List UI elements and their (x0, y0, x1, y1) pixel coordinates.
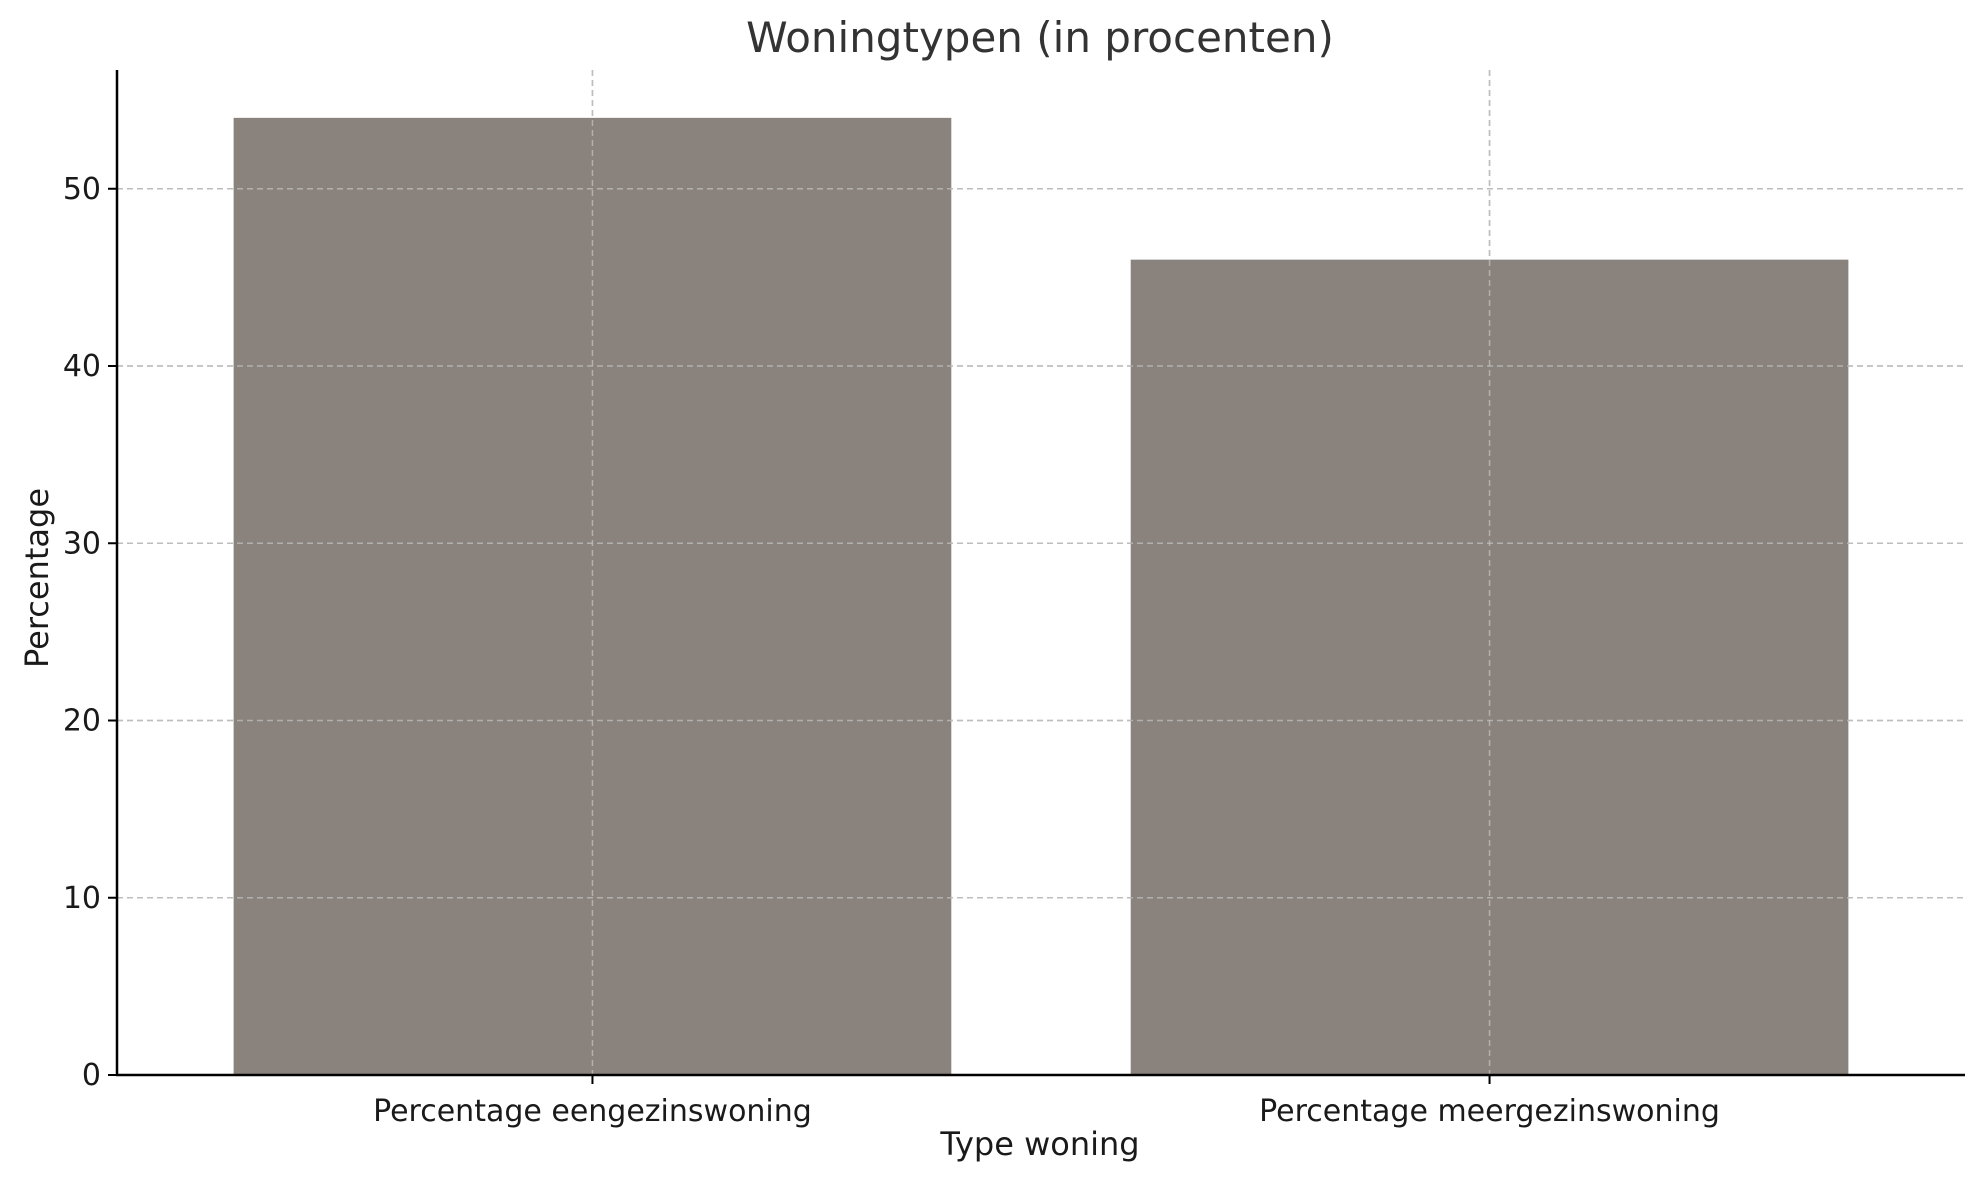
y-tick-label-40: 40 (63, 349, 101, 384)
y-tick-label-20: 20 (63, 704, 101, 739)
y-tick-label-10: 10 (63, 881, 101, 916)
chart-title: Woningtypen (in procenten) (746, 13, 1334, 62)
y-tick-label-0: 0 (82, 1058, 101, 1093)
x-ticks: Percentage eengezinswoning Percentage mee… (373, 1075, 1720, 1129)
axes (115, 70, 1965, 1077)
y-ticks: 0 10 20 30 40 50 (63, 172, 117, 1093)
y-tick-label-50: 50 (63, 172, 101, 207)
y-tick-label-30: 30 (63, 526, 101, 561)
x-tick-label-0: Percentage eengezinswoning (373, 1094, 812, 1129)
x-tick-label-1: Percentage meergezinswoning (1259, 1094, 1720, 1129)
x-axis-label: Type woning (939, 1125, 1139, 1163)
bars (117, 70, 1965, 1076)
y-axis-label: Percentage (18, 488, 56, 668)
